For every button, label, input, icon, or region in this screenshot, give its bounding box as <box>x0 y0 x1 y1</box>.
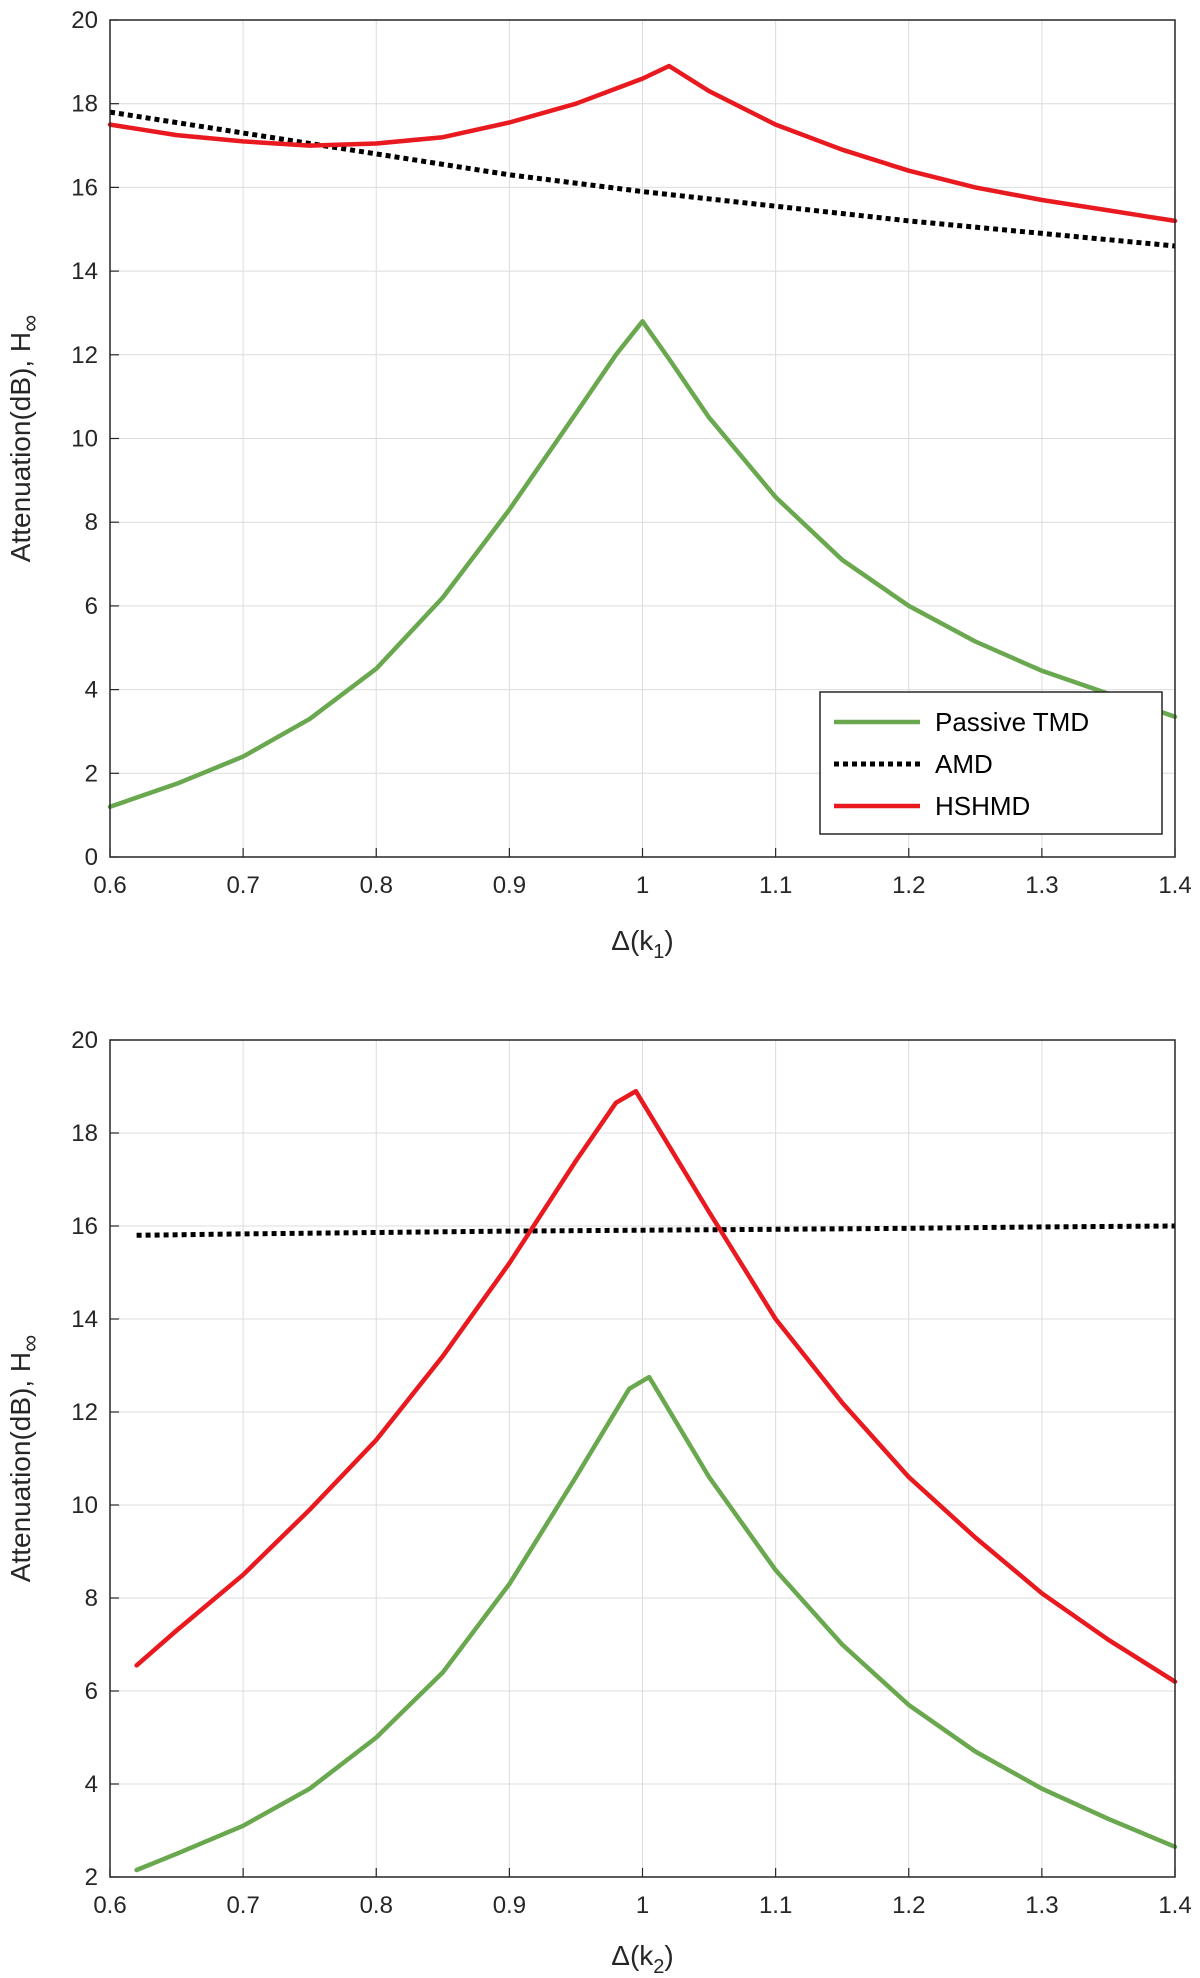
bottom-chart-panel: 0.6 0.7 0.8 0.9 1 1.1 1.2 1.3 1.4 2 4 6 8 10 12 14 16 18 2… <box>5 1027 1192 1978</box>
y-tick-label: 2 <box>85 1864 98 1891</box>
x-tick-label: 1.1 <box>759 872 792 899</box>
x-tick-label: 1.1 <box>759 1892 792 1919</box>
x-axis-label-subscript: 2 <box>653 1956 664 1978</box>
x-axis-label: Δ(k1) <box>611 925 673 963</box>
x-tick-label: 0.9 <box>493 872 526 899</box>
x-tick-label: 1.3 <box>1025 872 1058 899</box>
legend-entry-label: Passive TMD <box>935 707 1089 737</box>
x-tick-label: 0.7 <box>226 1892 259 1919</box>
y-tick-label: 10 <box>71 426 98 453</box>
x-tick-label: 0.8 <box>360 1892 393 1919</box>
y-axis-label-main: Attenuation(dB), H <box>5 1352 36 1582</box>
legend: Passive TMD AMD HSHMD <box>819 691 1163 835</box>
y-tick-label: 2 <box>85 760 98 787</box>
y-tick-label: 20 <box>71 1027 98 1054</box>
x-axis-label-tail: ) <box>664 925 673 956</box>
axes-frame <box>109 19 1176 858</box>
y-tick-label: 16 <box>71 174 98 201</box>
y-tick-label: 10 <box>71 1492 98 1519</box>
x-axis-label-tail: ) <box>664 1940 673 1971</box>
y-tick-label: 12 <box>71 1399 98 1426</box>
y-tick-label: 20 <box>71 7 98 34</box>
y-tick-label: 14 <box>71 258 98 285</box>
y-tick-label: 12 <box>71 342 98 369</box>
y-tick-label: 4 <box>85 1771 98 1798</box>
y-axis-label-subscript: ∞ <box>17 1335 44 1352</box>
y-tick-label: 18 <box>71 91 98 118</box>
x-tick-label: 1.3 <box>1025 1892 1058 1919</box>
x-tick-label: 0.7 <box>226 872 259 899</box>
x-axis-label: Δ(k2) <box>611 1940 673 1978</box>
legend-entry-label: AMD <box>935 749 993 779</box>
series-line-amd <box>109 109 1176 249</box>
x-tick-label: 0.8 <box>360 872 393 899</box>
y-tick-label: 18 <box>71 1120 98 1147</box>
x-tick-label: 1.2 <box>892 872 925 899</box>
legend-entry-label: HSHMD <box>935 791 1030 821</box>
y-tick-label: 6 <box>85 593 98 620</box>
y-tick-label: 16 <box>71 1213 98 1240</box>
y-axis-label: Attenuation(dB), H∞ <box>5 1335 44 1582</box>
x-tick-label: 1.2 <box>892 1892 925 1919</box>
series-line-passive-tmd <box>134 1374 1178 1873</box>
x-tick-label: 0.6 <box>93 872 126 899</box>
top-chart-panel: 0.6 0.7 0.8 0.9 1 1.1 1.2 1.3 1.4 0 2 4 6 8 10 12 14 16 18… <box>5 7 1192 963</box>
y-axis-label-main: Attenuation(dB), H <box>5 332 36 562</box>
x-tick-label: 1 <box>636 872 649 899</box>
x-tick-label: 0.9 <box>493 1892 526 1919</box>
x-axis-label-main: Δ(k <box>611 925 654 956</box>
axes-frame <box>109 1039 1176 1878</box>
series-line-hshmd <box>107 63 1178 224</box>
x-tick-label: 1.4 <box>1158 872 1191 899</box>
y-axis-label-subscript: ∞ <box>17 315 44 332</box>
x-tick-label: 1.4 <box>1158 1892 1191 1919</box>
series-line-passive-tmd <box>107 319 1178 810</box>
y-tick-label: 8 <box>85 509 98 536</box>
y-tick-label: 0 <box>85 844 98 871</box>
legend-box <box>819 691 1163 835</box>
y-tick-label: 14 <box>71 1306 98 1333</box>
x-tick-label: 0.6 <box>93 1892 126 1919</box>
series-line-amd <box>136 1223 1176 1238</box>
x-axis-label-main: Δ(k <box>611 1940 654 1971</box>
y-tick-label: 4 <box>85 677 98 704</box>
x-tick-label: 1 <box>636 1892 649 1919</box>
y-tick-label: 8 <box>85 1585 98 1612</box>
y-axis-label: Attenuation(dB), H∞ <box>5 315 44 562</box>
x-axis-label-subscript: 1 <box>653 941 664 963</box>
y-tick-label: 6 <box>85 1678 98 1705</box>
series-line-hshmd <box>134 1088 1178 1684</box>
